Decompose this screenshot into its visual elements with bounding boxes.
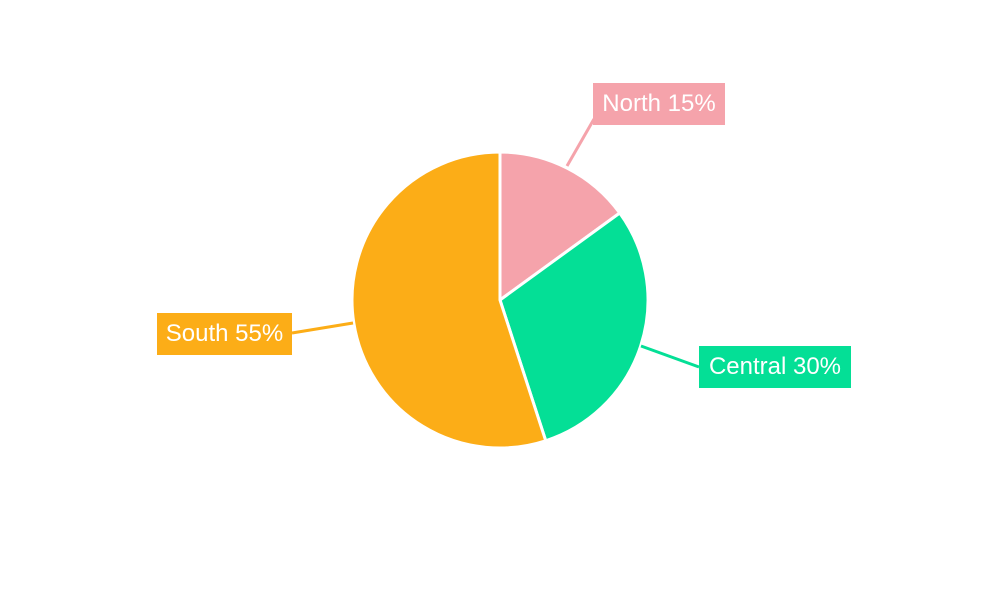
callout-line-central	[640, 344, 700, 369]
callout-line-north	[565, 118, 596, 167]
callout-line-south	[291, 321, 354, 335]
callout-label-central-text: Central 30%	[708, 353, 842, 380]
callout-lines	[291, 118, 700, 369]
callout-label-central: Central 30%	[699, 346, 851, 388]
pie-slice-north[interactable]	[498, 150, 622, 302]
callout-label-south: South 55%	[157, 313, 292, 355]
callout-label-north: North 15%	[593, 83, 725, 125]
callout-label-south-text: South 55%	[165, 320, 284, 347]
pie-slices	[350, 150, 650, 450]
callout-label-north-text: North 15%	[602, 90, 716, 117]
pie-slice-south[interactable]	[350, 150, 548, 450]
pie-slice-central[interactable]	[498, 211, 650, 443]
